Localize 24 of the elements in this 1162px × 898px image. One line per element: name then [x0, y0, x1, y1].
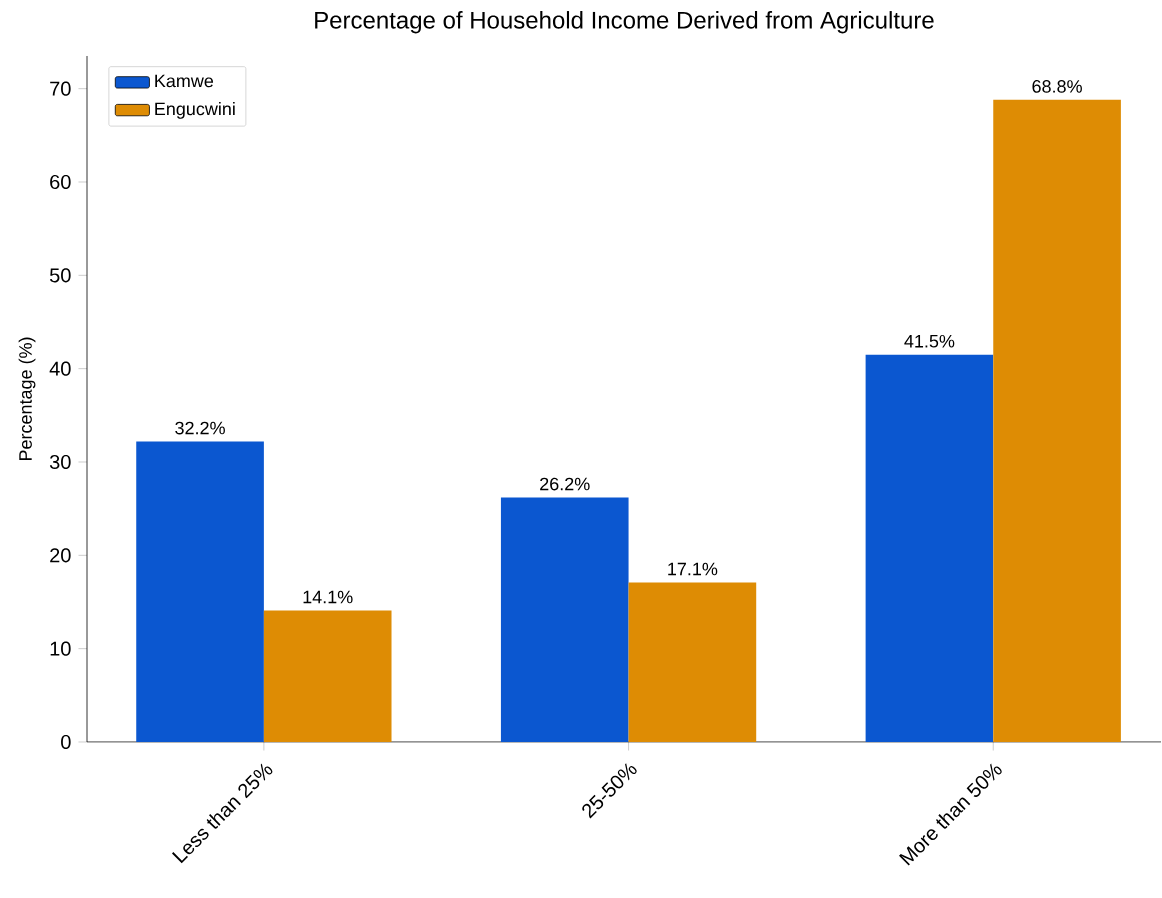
data-label: 14.1%	[303, 590, 353, 604]
bar	[993, 99, 1121, 742]
bar	[500, 497, 629, 742]
bar	[628, 582, 757, 742]
y-tick-label: 20	[50, 548, 71, 563]
data-label: 32.2%	[175, 421, 225, 435]
y-tick-label: 50	[49, 268, 71, 283]
data-label: 68.8%	[1032, 80, 1082, 93]
data-label: 26.2%	[540, 477, 590, 491]
y-tick-label: 0	[61, 734, 71, 750]
y-tick-label: 70	[50, 81, 71, 96]
data-label: 17.1%	[668, 562, 718, 576]
chart-title: Percentage of Household Income Derived from Agriculture	[315, 11, 934, 34]
bar	[865, 354, 994, 742]
y-tick-label: 60	[50, 174, 71, 190]
legend-label: Kamwe	[155, 74, 214, 88]
data-label: 41.5%	[904, 334, 955, 348]
y-axis-title: Percentage (%)	[18, 337, 36, 461]
bar	[136, 441, 264, 742]
y-tick-label: 30	[49, 454, 71, 470]
bar	[263, 610, 392, 742]
legend-label: Engucwini	[155, 102, 235, 119]
y-tick-label: 10	[50, 641, 71, 656]
y-tick-label: 40	[49, 361, 71, 376]
